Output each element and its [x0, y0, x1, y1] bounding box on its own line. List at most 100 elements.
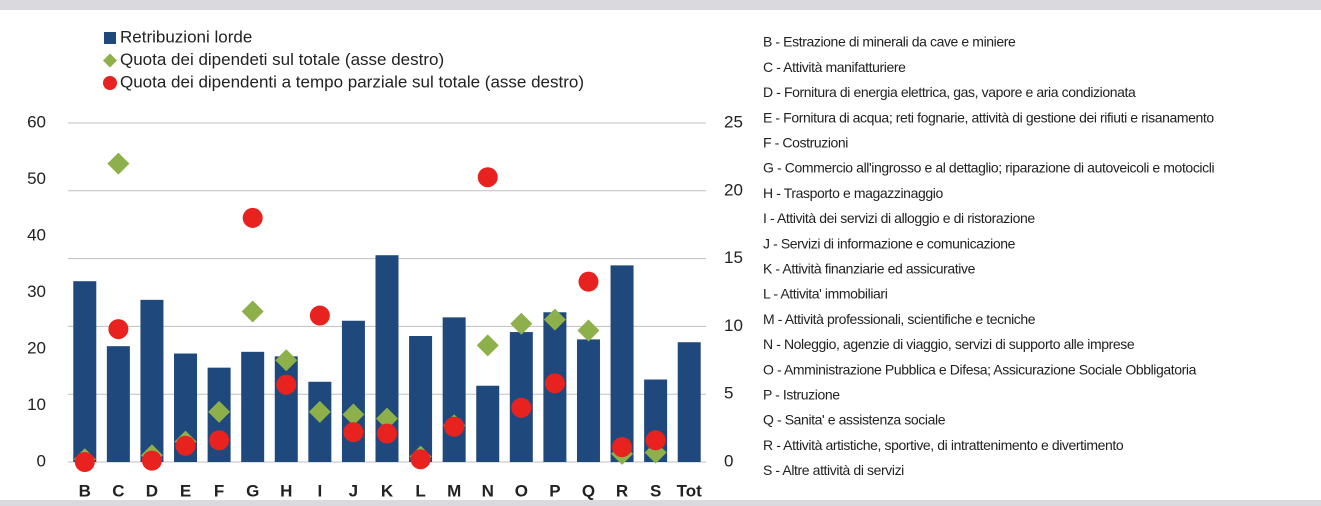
bar [610, 265, 634, 462]
y-tick-label: 10 [27, 395, 46, 414]
x-tick-label: O [515, 481, 528, 500]
bar [274, 356, 298, 462]
diamond-marker [208, 400, 231, 423]
bar [476, 385, 500, 462]
circle-marker [377, 423, 397, 444]
top-line [0, 11, 1321, 13]
circle-marker [343, 422, 364, 443]
legend-label: Quota dei dipendeti sul totale (asse des… [120, 50, 444, 69]
y-tick-label: 20 [27, 338, 46, 357]
legend-note: J - Servizi di informazione e comunicazi… [763, 235, 1016, 251]
bar [509, 332, 533, 462]
circle-marker [410, 449, 431, 470]
legend-label: Retribuzioni lorde [120, 27, 252, 46]
legend-label: Quota dei dipendenti a tempo parziale su… [120, 72, 584, 91]
bar [140, 299, 164, 462]
diamond-marker [376, 407, 398, 430]
circle-marker [209, 430, 230, 451]
x-tick-label: M [447, 481, 461, 500]
y2-tick-label: 25 [724, 112, 743, 131]
x-tick-label: D [146, 481, 158, 500]
circle-marker [175, 435, 196, 456]
legend-note: N - Noleggio, agenzie di viaggio, serviz… [763, 336, 1135, 352]
bar [174, 353, 198, 462]
x-tick-label: R [616, 481, 628, 500]
bar [73, 281, 97, 462]
x-tick-label: H [280, 481, 292, 500]
bar [677, 342, 701, 462]
circle-marker [645, 430, 666, 451]
y2-tick-label: 15 [724, 248, 743, 267]
circle-marker [544, 373, 565, 394]
x-tick-label: L [415, 481, 425, 500]
diamond-marker [543, 308, 566, 331]
y-tick-label: 40 [27, 225, 46, 244]
legend-note: R - Attività artistiche, sportive, di in… [763, 437, 1124, 453]
circle-marker [141, 450, 162, 471]
diamond-marker [308, 400, 331, 423]
x-tick-label: C [112, 481, 124, 500]
legend-note: F - Costruzioni [763, 135, 848, 151]
y2-tick-label: 0 [724, 451, 733, 470]
circle-marker [477, 167, 498, 188]
bar [442, 317, 466, 462]
x-tick-label: N [482, 481, 494, 500]
legend-note: E - Fornitura di acqua; reti fognarie, a… [763, 109, 1214, 125]
bar [106, 346, 130, 462]
x-tick-label: G [246, 481, 259, 500]
legend-note: B - Estrazione di minerali da cave e min… [763, 34, 1016, 50]
x-tick-label: F [214, 481, 224, 500]
diamond-marker [275, 349, 298, 372]
legend-note: M - Attività professionali, scientifiche… [763, 311, 1036, 327]
circle-marker [578, 271, 599, 292]
legend-note: K - Attività finanziarie ed assicurative [763, 261, 976, 277]
x-tick-label: S [650, 481, 661, 500]
legend-swatch [104, 32, 116, 44]
diamond-marker [577, 319, 600, 342]
circle-marker [444, 416, 465, 437]
x-tick-label: Q [582, 481, 595, 500]
legend-swatch [103, 76, 117, 90]
legend-note: L - Attivita' immobiliari [763, 286, 888, 302]
bottom-band [0, 500, 1321, 506]
x-tick-label: J [349, 481, 358, 500]
y-tick-label: 60 [27, 112, 46, 131]
legend-note: Q - Sanita' e assistenza sociale [763, 412, 946, 428]
circle-marker [612, 437, 633, 458]
y2-tick-label: 20 [724, 180, 743, 199]
y-tick-label: 50 [27, 169, 46, 188]
x-tick-label: I [317, 481, 322, 500]
diamond-marker [510, 312, 533, 335]
x-tick-label: E [180, 481, 191, 500]
top-band [0, 0, 1321, 10]
legend-note: D - Fornitura di energia elettrica, gas,… [763, 84, 1136, 100]
circle-marker [108, 319, 129, 340]
bar [576, 339, 600, 462]
diamond-marker [241, 300, 264, 323]
y-tick-label: 30 [27, 282, 46, 301]
diamond-marker [107, 152, 130, 175]
x-tick-label: P [549, 481, 560, 500]
legend-note: H - Trasporto e magazzinaggio [763, 185, 943, 201]
diamond-marker [342, 403, 365, 426]
x-tick-label: Tot [677, 481, 703, 500]
y-tick-label: 0 [37, 451, 46, 470]
circle-marker [511, 397, 532, 418]
bar [409, 336, 433, 462]
x-tick-label: K [381, 481, 394, 500]
circle-marker [242, 207, 263, 228]
legend-note: S - Altre attività di servizi [763, 462, 904, 478]
bar [375, 255, 399, 462]
x-tick-label: B [79, 481, 91, 500]
legend-note: G - Commercio all'ingrosso e al dettagli… [763, 160, 1214, 176]
circle-marker [74, 452, 95, 472]
circle-marker [276, 374, 297, 395]
legend-note: P - Istruzione [763, 387, 840, 403]
y2-tick-label: 10 [724, 316, 743, 335]
diamond-marker [476, 334, 499, 357]
y2-tick-label: 5 [724, 384, 733, 403]
legend-swatch [103, 53, 117, 68]
circle-marker [309, 305, 330, 326]
bar [241, 351, 265, 462]
